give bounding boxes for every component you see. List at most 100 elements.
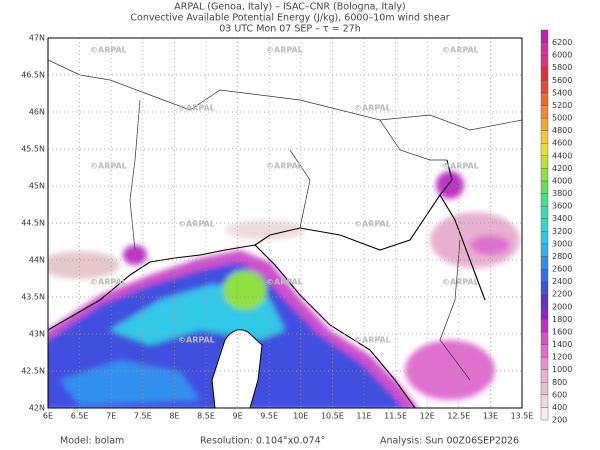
- colorbar-label: 600: [552, 390, 567, 399]
- watermark: ©ARPAL: [354, 336, 391, 345]
- watermark: ©ARPAL: [90, 46, 127, 55]
- footer-analysis: Analysis: Sun 00Z06SEP2026: [380, 436, 519, 447]
- colorbar-box: [540, 256, 549, 270]
- lat-label: 47N: [29, 34, 45, 43]
- map-frame: [47, 37, 523, 409]
- colorbar-box: [540, 382, 549, 396]
- lon-label: 11E: [356, 412, 371, 421]
- colorbar-box: [540, 117, 549, 131]
- colorbar-box: [540, 155, 549, 169]
- colorbar-box: [540, 356, 549, 370]
- watermark: ©ARPAL: [354, 104, 391, 113]
- colorbar-label: 5800: [552, 63, 572, 72]
- colorbar-box: [540, 306, 549, 320]
- colorbar-box: [540, 218, 549, 232]
- watermark: ©ARPAL: [354, 220, 391, 229]
- colorbar-box: [540, 268, 549, 282]
- footer-model: Model: bolam: [60, 436, 124, 447]
- colorbar-box: [540, 331, 549, 345]
- colorbar-label: 3600: [552, 202, 572, 211]
- colorbar-box: [540, 344, 549, 358]
- watermark: ©ARPAL: [178, 220, 215, 229]
- colorbar-label: 1200: [552, 353, 572, 362]
- colorbar-box: [540, 168, 549, 182]
- colorbar-label: 4600: [552, 139, 572, 148]
- colorbar-label: 400: [552, 403, 567, 412]
- lon-label: 6.5E: [71, 412, 89, 421]
- colorbar-box: [540, 130, 549, 144]
- colorbar-label: 3200: [552, 227, 572, 236]
- watermark: ©ARPAL: [178, 104, 215, 113]
- colorbar-label: 5400: [552, 88, 572, 97]
- watermark: ©ARPAL: [442, 162, 479, 171]
- watermark: ©ARPAL: [442, 46, 479, 55]
- lat-label: 43N: [29, 330, 45, 339]
- watermark: ©ARPAL: [442, 278, 479, 287]
- colorbar-box: [540, 243, 549, 257]
- graticule: [48, 38, 522, 408]
- lon-label: 11.5E: [384, 412, 407, 421]
- colorbar-label: 4000: [552, 176, 572, 185]
- lon-label: 10.5E: [321, 412, 344, 421]
- colorbar-box: [540, 394, 549, 408]
- lat-label: 42N: [29, 404, 45, 413]
- colorbar-box: [540, 42, 549, 56]
- lon-label: 9.5E: [260, 412, 278, 421]
- colorbar-label: 2800: [552, 252, 572, 261]
- watermark: ©ARPAL: [90, 162, 127, 171]
- colorbar-box: [540, 92, 549, 106]
- colorbar-box: [540, 180, 549, 194]
- colorbar-label: 6200: [552, 38, 572, 47]
- colorbar-box: [540, 281, 549, 295]
- map-field: [48, 38, 522, 408]
- lon-label: 10E: [293, 412, 308, 421]
- lat-label: 45N: [29, 182, 45, 191]
- watermark: ©ARPAL: [90, 278, 127, 287]
- lon-label: 6E: [43, 412, 53, 421]
- colorbar-label: 800: [552, 378, 567, 387]
- lon-label: 13E: [483, 412, 498, 421]
- colorbar-label: 2400: [552, 277, 572, 286]
- footer-resolution: Resolution: 0.104°x0.074°: [200, 436, 325, 447]
- watermark: ©ARPAL: [178, 336, 215, 345]
- lon-label: 12E: [420, 412, 435, 421]
- watermark: ©ARPAL: [266, 46, 303, 55]
- colorbar-label: 2200: [552, 290, 572, 299]
- colorbar-label: 4800: [552, 126, 572, 135]
- colorbar-label: 1400: [552, 340, 572, 349]
- header-line: ARPAL (Genoa, Italy) – ISAC–CNR (Bologna…: [174, 2, 406, 13]
- colorbar-label: 2000: [552, 302, 572, 311]
- colorbar-box: [540, 205, 549, 219]
- colorbar-box: [540, 54, 549, 68]
- colorbar-label: 5600: [552, 76, 572, 85]
- watermark: ©ARPAL: [266, 162, 303, 171]
- lon-label: 7E: [106, 412, 116, 421]
- lat-label: 46N: [29, 108, 45, 117]
- watermark: ©ARPAL: [266, 278, 303, 287]
- lon-label: 7.5E: [134, 412, 152, 421]
- colorbar-box: [540, 29, 549, 43]
- colorbar-label: 5000: [552, 114, 572, 123]
- colorbar-box: [540, 319, 549, 333]
- colorbar-box: [540, 67, 549, 81]
- colorbar-box: [540, 407, 549, 421]
- colorbar-label: 1000: [552, 365, 572, 374]
- colorbar-box: [540, 80, 549, 94]
- colorbar-label: 3000: [552, 239, 572, 248]
- colorbar-box: [540, 193, 549, 207]
- header-line: Convective Available Potential Energy (J…: [130, 13, 449, 24]
- colorbar-label: 1600: [552, 327, 572, 336]
- lat-label: 42.5N: [21, 367, 45, 376]
- lon-label: 12.5E: [447, 412, 470, 421]
- lat-label: 43.5N: [21, 293, 45, 302]
- colorbar-label: 1800: [552, 315, 572, 324]
- colorbar-box: [540, 369, 549, 383]
- lat-label: 45.5N: [21, 145, 45, 154]
- colorbar-box: [540, 231, 549, 245]
- lat-label: 44N: [29, 256, 45, 265]
- lon-label: 8E: [169, 412, 179, 421]
- colorbar-label: 5200: [552, 101, 572, 110]
- lat-label: 46.5N: [21, 71, 45, 80]
- colorbar-label: 6000: [552, 51, 572, 60]
